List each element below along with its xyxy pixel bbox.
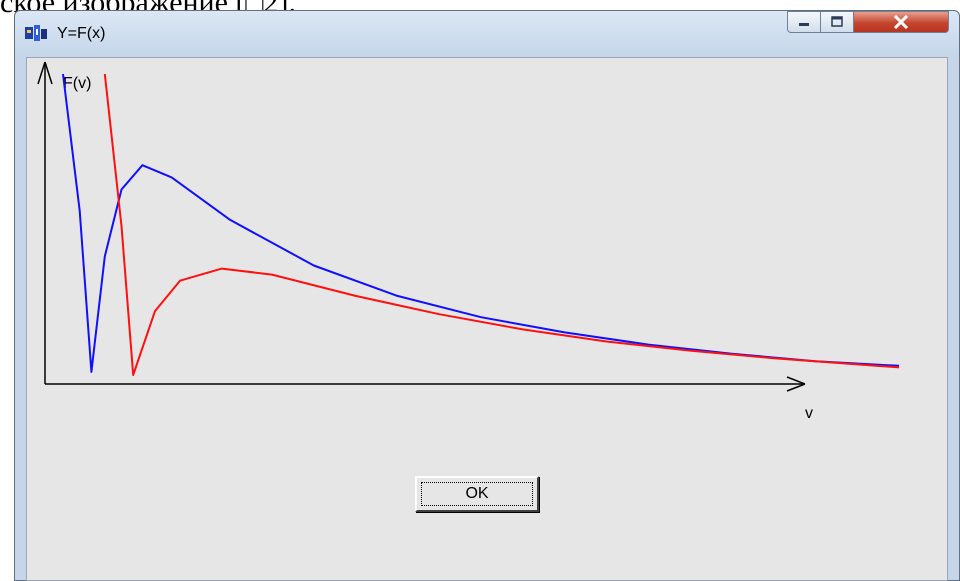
window-title: Y=F(x) — [57, 25, 106, 42]
curve-blue — [62, 73, 900, 373]
app-icon — [25, 25, 47, 41]
y-axis — [37, 61, 53, 384]
dialog-window: Y=F(x) — [14, 10, 960, 581]
curves — [62, 73, 900, 376]
plot-client-area: F(v) v OK — [26, 57, 948, 581]
minimize-button[interactable] — [787, 11, 821, 33]
focus-rectangle — [421, 482, 533, 506]
ok-button[interactable]: OK — [415, 476, 539, 512]
curve-red — [103, 73, 900, 376]
x-axis — [45, 376, 806, 392]
minimize-icon — [799, 23, 809, 26]
close-icon — [893, 15, 909, 29]
title-bar[interactable]: Y=F(x) — [15, 11, 959, 57]
function-plot: F(v) v — [37, 61, 900, 422]
close-button[interactable] — [853, 11, 949, 33]
x-axis-label: v — [805, 405, 813, 422]
maximize-button[interactable] — [820, 11, 854, 33]
maximize-icon — [831, 16, 843, 27]
y-axis-label: F(v) — [63, 75, 91, 92]
ok-button-label: OK — [465, 485, 489, 502]
